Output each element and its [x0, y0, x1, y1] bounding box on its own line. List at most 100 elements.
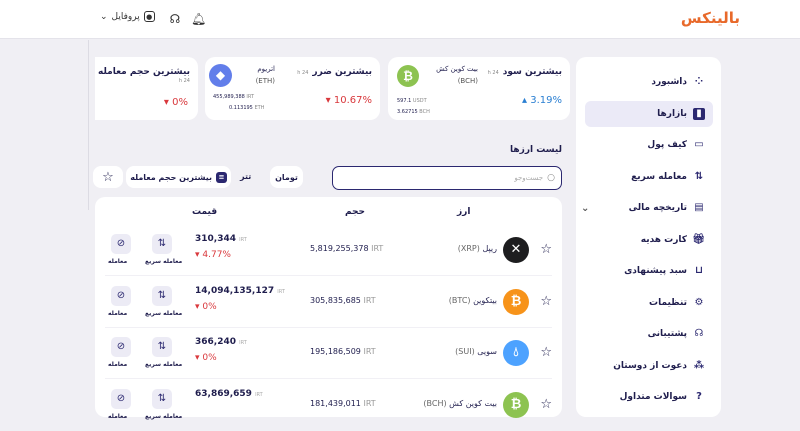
coin-name: بیتکوین (BTC)	[448, 295, 497, 305]
sidebar-item-label: سبد پیشنهادی	[624, 266, 687, 276]
top-header: بالینکس 🔔︎ ☊ ● پروفایل ⌄	[0, 0, 800, 39]
change: ▾ 0%	[163, 97, 188, 108]
quick-trade-button[interactable]: ⇅	[152, 337, 172, 357]
row-divider	[105, 378, 552, 379]
receipt-icon: ▤	[694, 202, 704, 213]
sidebar-item[interactable]: ⇅ معامله سریع	[585, 164, 713, 190]
top-gainer-card[interactable]: بیشترین سود 24 h ▴ 3.19% ₿ بیت کوین کش (B…	[388, 57, 570, 120]
toggle-toman[interactable]: تومان	[270, 166, 303, 188]
chart-icon: ▮	[693, 107, 705, 120]
favorite-star-icon[interactable]: ☆	[540, 345, 552, 360]
swap-icon: ⇅	[152, 388, 172, 409]
quick-trade-button[interactable]: ⇅	[152, 388, 172, 409]
column-header-coin: ارز	[457, 207, 471, 217]
sidebar-item[interactable]: ⁘ داشبورد	[585, 69, 713, 95]
volume: 195,186,509 IRT	[310, 347, 376, 356]
bell-icon[interactable]: 🔔︎	[191, 12, 207, 26]
trade-label[interactable]: معامله	[108, 412, 128, 420]
chevron-down-icon: ⌄	[100, 11, 108, 22]
quick-trade-label[interactable]: معامله سریع	[145, 412, 183, 420]
card-title-row: بیشترین ضرر 24 h	[297, 67, 372, 77]
favorite-star-icon[interactable]: ☆	[540, 242, 552, 257]
trade-label[interactable]: معامله	[108, 361, 128, 368]
amount: 3.62715 BCH	[397, 109, 430, 115]
eth-icon: ◆	[209, 64, 232, 87]
price: 14,094,135,127 IRT	[195, 285, 285, 296]
price-change: ▾ 0%	[195, 353, 217, 363]
sidebar-item[interactable]: ⚙ تنظیمات	[585, 290, 713, 316]
trade-button[interactable]: ⊘	[111, 285, 131, 306]
sidebar-item-label: کارت هدیه	[640, 234, 687, 245]
top-volume-card[interactable]: بیشترین حجم معامله 24 h ▾ 0%	[95, 57, 198, 120]
period: 24 h	[178, 78, 190, 84]
swap-icon: ⇅	[152, 337, 172, 357]
coin-name: اتریوم (ETH)	[255, 65, 275, 85]
sidebar-item[interactable]: ▤ تاریخچه مالی ⌄	[581, 195, 713, 221]
column-header-volume: حجم	[345, 207, 366, 217]
sidebar-item-label: سوالات متداول	[619, 392, 687, 402]
change: ▾ 10.67%	[325, 95, 372, 106]
table-row[interactable]: ☆ ₿ بیتکوین (BTC) 305,835,685 IRT 14,094…	[95, 276, 562, 328]
column-header-price: قیمت	[192, 207, 218, 217]
trade-icon: ⊘	[111, 234, 131, 254]
favorite-star-icon[interactable]: ☆	[540, 396, 552, 412]
search-placeholder: جست‌وجو	[514, 174, 544, 182]
sidebar-item[interactable]: ☊ پشتیبانی	[585, 321, 713, 347]
volume: 181,439,011 IRT	[310, 398, 376, 408]
filter-icon: ≡	[216, 171, 227, 183]
sidebar-item-label: تنظیمات	[649, 297, 687, 308]
sidebar-item[interactable]: ? سوالات متداول	[585, 384, 713, 410]
sidebar: ⁘ داشبورد ▮ بازارها ▭ کیف پول ⇅ معامله سریع ▤ تار…	[576, 57, 721, 417]
coin-name: بیت کوین کش (BCH)	[436, 65, 478, 85]
headset-icon: ☊	[694, 328, 704, 339]
sidebar-item-label: بازارها	[657, 108, 687, 119]
coin-icon: ₿	[503, 391, 529, 418]
list-title: لیست ارزها	[510, 145, 562, 155]
quick-trade-button[interactable]: ⇅	[152, 285, 172, 306]
sidebar-item[interactable]: 🎁︎ کارت هدیه	[585, 227, 713, 253]
quick-trade-label[interactable]: معامله سریع	[145, 258, 183, 265]
card-title-row: بیشترین حجم معامله 24 h	[95, 67, 190, 84]
grid-icon: ⁘	[694, 76, 704, 87]
sidebar-item[interactable]: ⁂ دعوت از دوستان	[585, 353, 713, 379]
swap-icon: ⇅	[694, 170, 704, 182]
sort-button[interactable]: ≡ بیشترین حجم معامله	[126, 166, 231, 188]
sidebar-item[interactable]: ⊔ سبد پیشنهادی	[585, 258, 713, 284]
headset-icon[interactable]: ☊	[169, 12, 181, 26]
trade-label[interactable]: معامله	[108, 258, 128, 265]
table-row[interactable]: ☆ 💧︎ سویی (SUI) 195,186,509 IRT 366,240 …	[95, 327, 562, 379]
price: 310,344 IRT	[195, 234, 247, 244]
row-divider	[105, 326, 552, 328]
profile-menu[interactable]: ● پروفایل ⌄	[100, 11, 155, 22]
table-row[interactable]: ☆ ✕ ریپل (XRP) 5,819,255,378 IRT 310,344…	[95, 224, 562, 276]
logo: بالینکس	[680, 9, 740, 27]
sidebar-item[interactable]: ▮ بازارها	[585, 100, 713, 127]
trade-label[interactable]: معامله	[108, 309, 128, 317]
quick-trade-label[interactable]: معامله سریع	[145, 309, 183, 317]
change: ▴ 3.19%	[522, 95, 562, 106]
favorite-star-icon[interactable]: ☆	[540, 293, 552, 309]
search-input[interactable]: ○ جست‌وجو	[332, 166, 562, 190]
quick-trade-label[interactable]: معامله سریع	[145, 361, 183, 368]
card-title-row: بیشترین سود 24 h	[488, 67, 562, 77]
top-loser-card[interactable]: بیشترین ضرر 24 h ▾ 10.67% ◆ اتریوم (ETH) …	[205, 57, 380, 120]
toggle-tether[interactable]: تتر	[240, 172, 252, 181]
sidebar-item-label: معامله سریع	[631, 171, 687, 182]
price: 366,240 IRT	[195, 337, 247, 347]
trade-button[interactable]: ⊘	[111, 234, 131, 254]
wallet-icon: ▭	[694, 139, 704, 150]
coin-icon: 💧︎	[503, 340, 529, 366]
users-icon: ⁂	[693, 359, 705, 371]
coin-icon: ₿	[503, 288, 529, 315]
table-row[interactable]: ☆ ₿ بیت کوین کش (BCH) 181,439,011 IRT 63…	[95, 379, 562, 431]
trade-button[interactable]: ⊘	[111, 337, 131, 357]
swap-icon: ⇅	[152, 285, 172, 306]
favorites-filter-button[interactable]: ☆	[93, 166, 123, 188]
quick-trade-button[interactable]: ⇅	[152, 234, 172, 254]
period: 24 h	[487, 70, 499, 76]
coin-name: بیت کوین کش (BCH)	[423, 398, 497, 408]
sidebar-item[interactable]: ▭ کیف پول	[585, 132, 713, 158]
trade-button[interactable]: ⊘	[111, 388, 131, 409]
price: 63,869,659 IRT	[195, 388, 263, 399]
coin-icon: ✕	[503, 237, 529, 263]
